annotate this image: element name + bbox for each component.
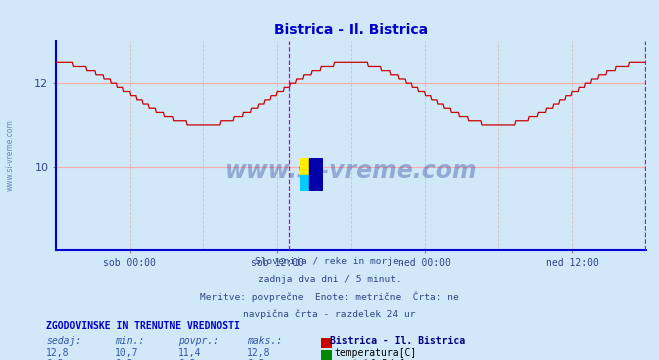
Text: Slovenija / reke in morje.: Slovenija / reke in morje.: [255, 257, 404, 266]
Text: www.si-vreme.com: www.si-vreme.com: [5, 119, 14, 191]
Text: temperatura[C]: temperatura[C]: [335, 348, 417, 358]
Text: www.si-vreme.com: www.si-vreme.com: [225, 159, 477, 183]
Text: navpična črta - razdelek 24 ur: navpična črta - razdelek 24 ur: [243, 309, 416, 319]
Text: Bistrica - Il. Bistrica: Bistrica - Il. Bistrica: [330, 336, 465, 346]
Text: Meritve: povprečne  Enote: metrične  Črta: ne: Meritve: povprečne Enote: metrične Črta:…: [200, 292, 459, 302]
Text: sedaj:: sedaj:: [46, 336, 81, 346]
Text: pretok[m3/s]: pretok[m3/s]: [335, 359, 405, 360]
Title: Bistrica - Il. Bistrica: Bistrica - Il. Bistrica: [274, 23, 428, 37]
Text: 10,7: 10,7: [115, 348, 139, 358]
Text: 11,4: 11,4: [178, 348, 202, 358]
Text: maks.:: maks.:: [247, 336, 282, 346]
Text: povpr.:: povpr.:: [178, 336, 219, 346]
Text: 0,3: 0,3: [115, 359, 133, 360]
Text: 12,8: 12,8: [46, 348, 70, 358]
Text: ZGODOVINSKE IN TRENUTNE VREDNOSTI: ZGODOVINSKE IN TRENUTNE VREDNOSTI: [46, 321, 240, 331]
Bar: [309, 158, 323, 191]
Bar: [300, 175, 312, 191]
Text: zadnja dva dni / 5 minut.: zadnja dva dni / 5 minut.: [258, 275, 401, 284]
Text: 0,3: 0,3: [247, 359, 265, 360]
Bar: [300, 158, 312, 175]
Text: min.:: min.:: [115, 336, 145, 346]
Text: 12,8: 12,8: [247, 348, 271, 358]
Text: 0,3: 0,3: [46, 359, 64, 360]
Text: 0,3: 0,3: [178, 359, 196, 360]
